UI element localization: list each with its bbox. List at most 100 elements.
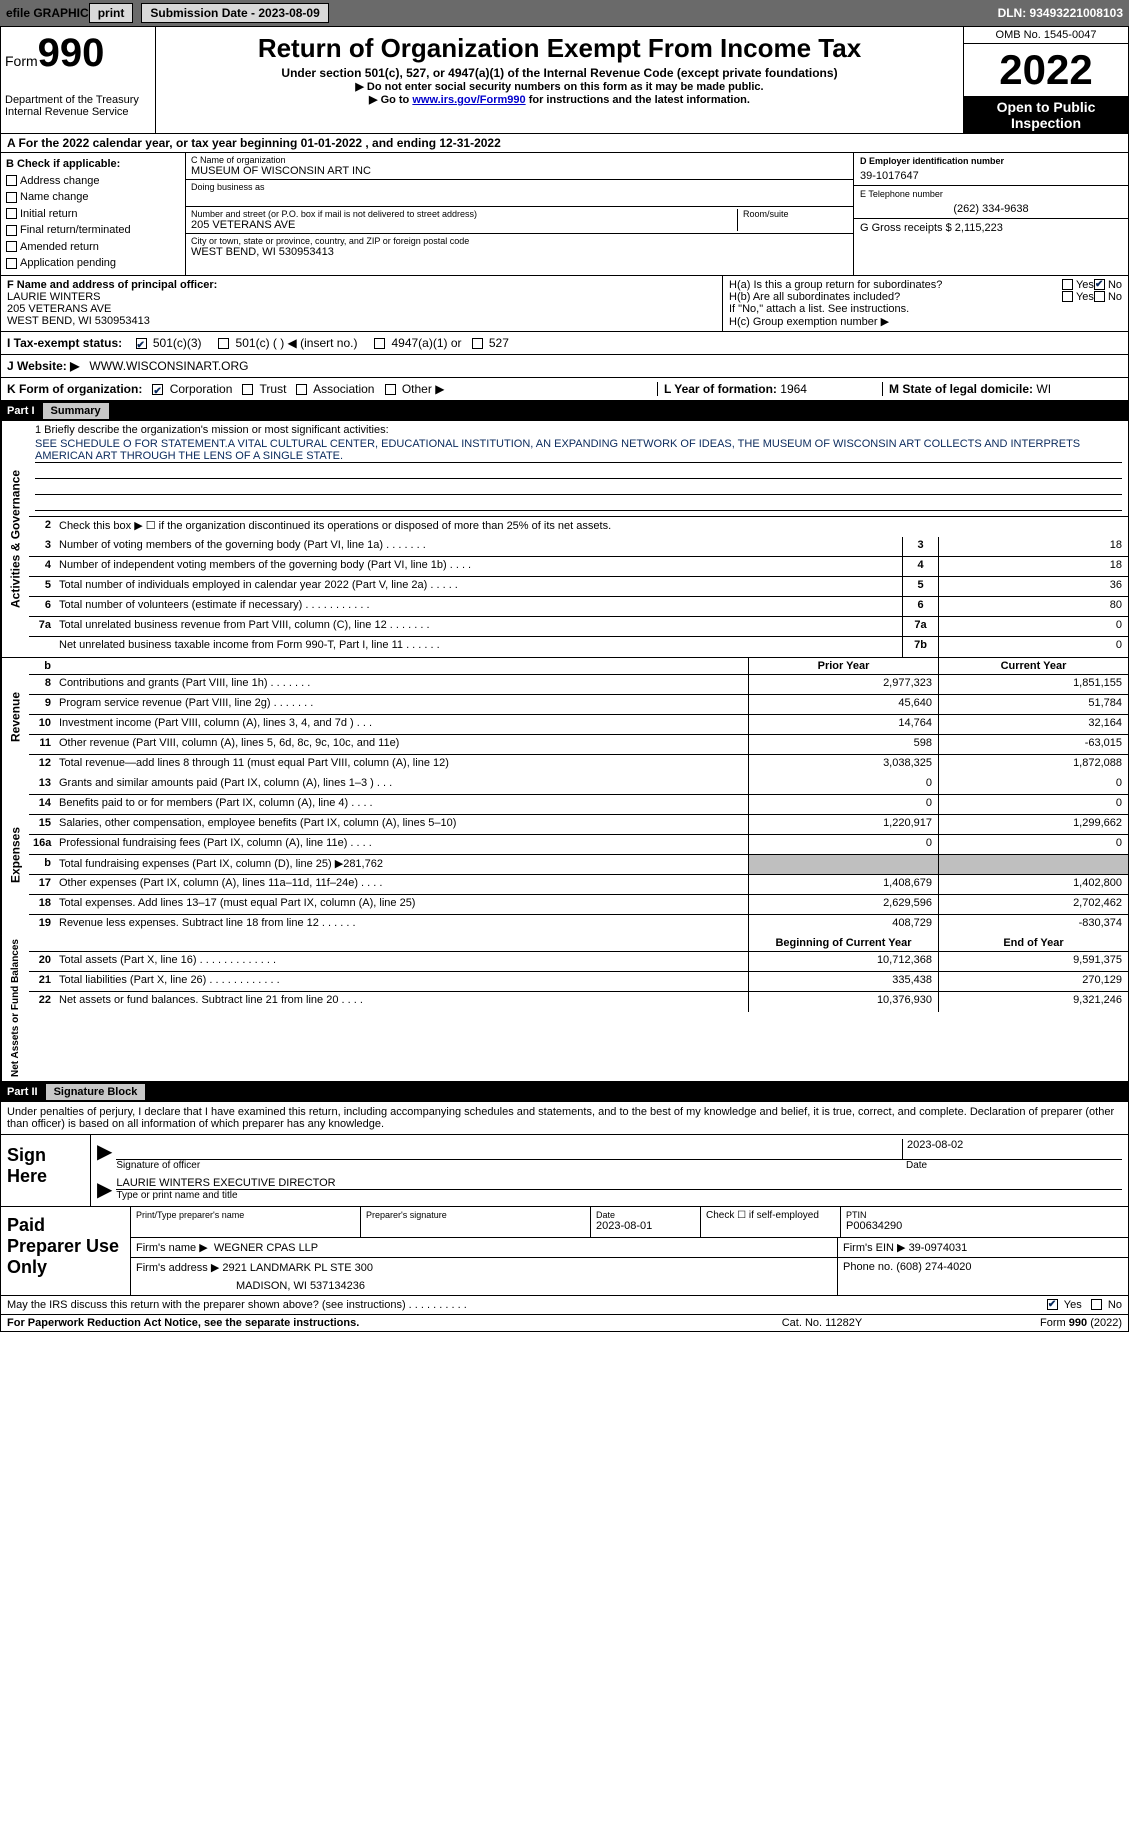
print-button[interactable]: print (89, 3, 134, 23)
section-deg: D Employer identification number 39-1017… (853, 153, 1128, 275)
city-label: City or town, state or province, country… (191, 236, 848, 246)
line-num: 6 (29, 597, 55, 616)
korg-corp[interactable]: Corporation (152, 382, 232, 396)
dln-label: DLN: 93493221008103 (998, 6, 1123, 20)
line-prior: 45,640 (748, 695, 938, 714)
line-text: Total number of volunteers (estimate if … (55, 597, 902, 616)
line-current: 51,784 (938, 695, 1128, 714)
officer-city: WEST BEND, WI 530953413 (7, 315, 716, 327)
line-current: 2,702,462 (938, 895, 1128, 914)
discuss-no[interactable]: No (1091, 1299, 1122, 1311)
form-number: Form990 (5, 31, 151, 76)
check-amended[interactable]: Amended return (6, 239, 180, 256)
line-num: 13 (29, 775, 55, 794)
form-footer: Form 990 (2022) (922, 1317, 1122, 1329)
prep-date-label: Date (596, 1210, 695, 1220)
summary-line: 6 Total number of volunteers (estimate i… (29, 597, 1128, 617)
hc-label: H(c) Group exemption number ▶ (729, 315, 1122, 328)
firm-addr2: MADISON, WI 537134236 (236, 1280, 832, 1292)
website-row: J Website: ▶ WWW.WISCONSINART.ORG (1, 355, 1128, 378)
check-initial-label: Initial return (20, 208, 77, 220)
paid-preparer-block: Paid Preparer Use Only Print/Type prepar… (1, 1207, 1128, 1296)
sig-officer-field[interactable] (116, 1139, 902, 1159)
line-prior: 1,408,679 (748, 875, 938, 894)
hb-no[interactable]: No (1094, 291, 1122, 303)
line-current: 9,321,246 (938, 992, 1128, 1012)
year-form-value: 1964 (780, 382, 807, 396)
form-title: Return of Organization Exempt From Incom… (160, 33, 959, 64)
line-text: Total fundraising expenses (Part IX, col… (55, 855, 748, 874)
line-prior: 10,376,930 (748, 992, 938, 1012)
korg-assoc[interactable]: Association (296, 382, 374, 396)
check-name[interactable]: Name change (6, 189, 180, 206)
prep-date-value: 2023-08-01 (596, 1220, 695, 1232)
korg-other[interactable]: Other ▶ (385, 382, 445, 396)
dba-label: Doing business as (191, 182, 848, 192)
line-prior: 598 (748, 735, 938, 754)
line-box: 5 (902, 577, 938, 596)
website-label: J Website: ▶ (7, 359, 79, 373)
print-name-field[interactable] (136, 1220, 355, 1234)
line-current: 1,872,088 (938, 755, 1128, 775)
tax-year: 2022 (964, 44, 1128, 97)
line-box: 6 (902, 597, 938, 616)
open-public-badge: Open to Public Inspection (964, 97, 1128, 133)
form-note1: ▶ Do not enter social security numbers o… (160, 80, 959, 93)
col-headers-2: Beginning of Current Year End of Year (29, 935, 1128, 952)
ha-no[interactable]: No (1094, 279, 1122, 291)
status-4947[interactable]: 4947(a)(1) or (374, 336, 461, 350)
discuss-yes[interactable]: Yes (1047, 1299, 1082, 1311)
revenue-section: Revenue b Prior Year Current Year 8 Cont… (1, 658, 1128, 775)
self-employed-check[interactable]: Check ☐ if self-employed (706, 1210, 819, 1221)
firm-addr1: 2921 LANDMARK PL STE 300 (222, 1262, 373, 1274)
line-num: 11 (29, 735, 55, 754)
line-current: 0 (938, 835, 1128, 854)
ha-yes[interactable]: Yes (1062, 279, 1094, 291)
check-application[interactable]: Application pending (6, 255, 180, 272)
section-h: H(a) Is this a group return for subordin… (723, 276, 1128, 331)
line-current (938, 855, 1128, 874)
check-final-label: Final return/terminated (20, 224, 131, 236)
firm-addr-label: Firm's address ▶ (136, 1262, 219, 1274)
line-value: 80 (938, 597, 1128, 616)
irs-link[interactable]: www.irs.gov/Form990 (412, 94, 525, 106)
hb-yes[interactable]: Yes (1062, 291, 1094, 303)
ein-value: 39-1017647 (860, 170, 1122, 182)
line-value: 18 (938, 537, 1128, 556)
check-address[interactable]: Address change (6, 173, 180, 190)
hb-label: H(b) Are all subordinates included? (729, 291, 1062, 303)
status-501c[interactable]: 501(c) ( ) ◀ (insert no.) (218, 336, 357, 350)
line-current: 0 (938, 775, 1128, 794)
form-word: Form (5, 53, 38, 69)
firm-name-label: Firm's name ▶ (136, 1242, 208, 1254)
paperwork-row: For Paperwork Reduction Act Notice, see … (1, 1315, 1128, 1331)
line-prior: 10,712,368 (748, 952, 938, 971)
summary-line: 21 Total liabilities (Part X, line 26) .… (29, 972, 1128, 992)
line-prior: 2,629,596 (748, 895, 938, 914)
org-name: MUSEUM OF WISCONSIN ART INC (191, 165, 848, 177)
line-text: Contributions and grants (Part VIII, lin… (55, 675, 748, 694)
tax-status-row: I Tax-exempt status: 501(c)(3) 501(c) ( … (1, 332, 1128, 355)
korg-row: K Form of organization: Corporation Trus… (1, 378, 1128, 401)
dba-value (191, 192, 848, 204)
line2-text: Check this box ▶ ☐ if the organization d… (55, 517, 1128, 537)
expenses-section: Expenses 13 Grants and similar amounts p… (1, 775, 1128, 935)
street-label: Number and street (or P.O. box if mail i… (191, 209, 732, 219)
summary-line: 18 Total expenses. Add lines 13–17 (must… (29, 895, 1128, 915)
phone-value: (262) 334-9638 (860, 203, 1122, 215)
status-527[interactable]: 527 (472, 336, 509, 350)
line-text: Net assets or fund balances. Subtract li… (55, 992, 748, 1012)
section-f: F Name and address of principal officer:… (1, 276, 723, 331)
expenses-label: Expenses (1, 775, 29, 935)
summary-line: Net unrelated business taxable income fr… (29, 637, 1128, 657)
status-501c3[interactable]: 501(c)(3) (136, 336, 202, 350)
line-current: 32,164 (938, 715, 1128, 734)
check-initial[interactable]: Initial return (6, 206, 180, 223)
korg-trust[interactable]: Trust (242, 382, 286, 396)
check-final[interactable]: Final return/terminated (6, 222, 180, 239)
arrow-icon: ▶ (97, 1139, 112, 1171)
check-address-label: Address change (20, 175, 100, 187)
line-text: Total revenue—add lines 8 through 11 (mu… (55, 755, 748, 775)
state-dom-label: M State of legal domicile: (889, 382, 1033, 396)
line-value: 18 (938, 557, 1128, 576)
